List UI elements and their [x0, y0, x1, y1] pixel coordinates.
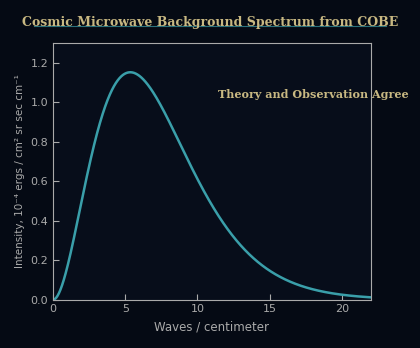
Text: Theory and Observation Agree: Theory and Observation Agree — [218, 89, 409, 100]
Text: Cosmic Microwave Background Spectrum from COBE: Cosmic Microwave Background Spectrum fro… — [22, 16, 398, 29]
Y-axis label: Intensity, 10⁻⁴ ergs / cm² sr sec cm⁻¹: Intensity, 10⁻⁴ ergs / cm² sr sec cm⁻¹ — [15, 74, 25, 268]
X-axis label: Waves / centimeter: Waves / centimeter — [155, 320, 269, 333]
